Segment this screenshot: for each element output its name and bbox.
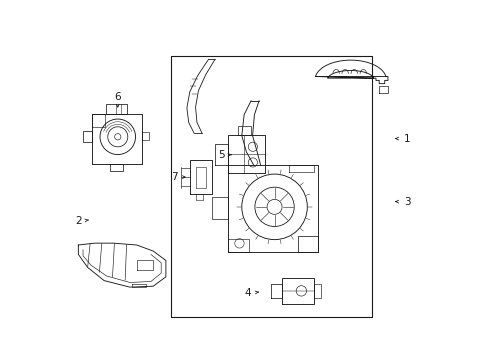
- Text: 2: 2: [75, 216, 81, 226]
- Text: 6: 6: [114, 92, 121, 102]
- Text: 3: 3: [403, 197, 410, 207]
- Text: 5: 5: [217, 150, 224, 160]
- Text: 4: 4: [244, 288, 251, 298]
- Text: 1: 1: [403, 134, 410, 144]
- Text: 7: 7: [171, 172, 177, 182]
